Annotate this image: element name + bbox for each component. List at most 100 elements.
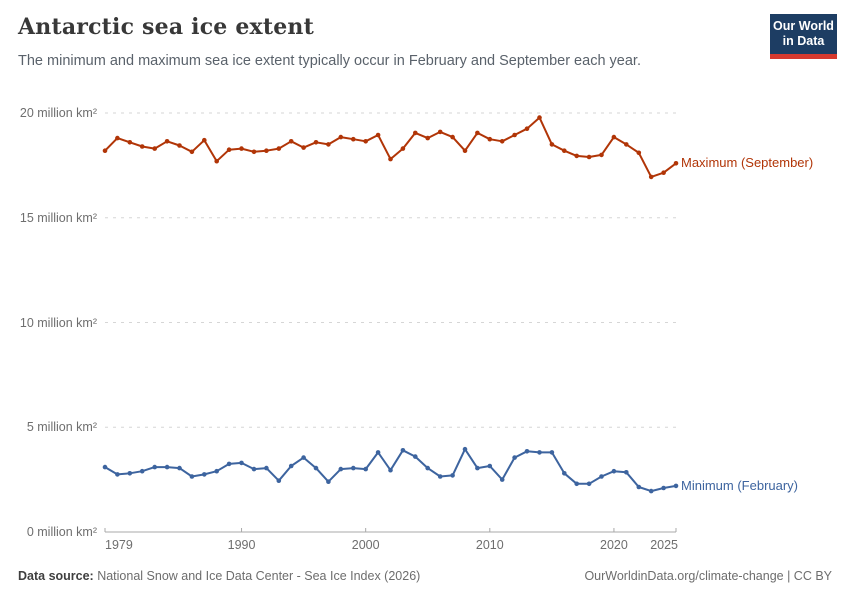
data-point-marker[interactable] [562, 148, 567, 153]
data-point-marker[interactable] [400, 146, 406, 151]
sea-ice-extent-chart[interactable]: 20 million km² 15 million km² 10 million k… [0, 95, 850, 560]
data-point-marker[interactable] [524, 449, 530, 454]
data-point-marker[interactable] [673, 161, 679, 166]
data-point-marker[interactable] [152, 146, 157, 151]
data-point-marker[interactable] [226, 147, 232, 152]
data-point-marker[interactable] [624, 142, 629, 147]
data-point-marker[interactable] [177, 465, 182, 471]
data-point-marker[interactable] [313, 465, 319, 471]
data-point-marker[interactable] [599, 152, 604, 158]
data-point-marker[interactable] [648, 174, 654, 180]
data-point-marker[interactable] [375, 132, 381, 138]
data-point-marker[interactable] [177, 143, 182, 148]
data-point-marker[interactable] [586, 154, 592, 160]
data-point-marker[interactable] [462, 446, 468, 452]
data-point-marker[interactable] [102, 148, 108, 153]
data-point-marker[interactable] [251, 466, 257, 472]
data-point-marker[interactable] [537, 450, 542, 455]
data-point-marker[interactable] [636, 484, 642, 490]
data-point-marker[interactable] [450, 134, 455, 140]
data-point-marker[interactable] [413, 454, 418, 459]
data-point-marker[interactable] [152, 464, 157, 470]
data-point-marker[interactable] [437, 129, 443, 135]
data-point-marker[interactable] [214, 468, 219, 474]
data-point-marker[interactable] [351, 465, 356, 471]
data-point-marker[interactable] [264, 148, 269, 153]
data-point-marker[interactable] [673, 483, 679, 489]
data-point-marker[interactable] [276, 146, 282, 151]
data-point-marker[interactable] [164, 139, 170, 144]
data-point-marker[interactable] [351, 136, 356, 142]
data-point-marker[interactable] [375, 450, 381, 455]
data-point-marker[interactable] [611, 468, 617, 474]
data-point-marker[interactable] [226, 461, 232, 467]
data-point-marker[interactable] [624, 470, 629, 475]
data-point-marker[interactable] [102, 464, 108, 470]
data-point-marker[interactable] [189, 149, 195, 155]
chart-canvas[interactable] [0, 95, 850, 560]
data-point-marker[interactable] [661, 485, 666, 491]
data-point-marker[interactable] [636, 150, 642, 156]
data-point-marker[interactable] [499, 477, 505, 482]
data-point-marker[interactable] [202, 472, 207, 477]
data-point-marker[interactable] [524, 126, 530, 131]
license-link[interactable]: OurWorldinData.org/climate-change | CC B… [584, 569, 832, 583]
data-point-marker[interactable] [574, 153, 579, 159]
series-label-minimum[interactable]: Minimum (February) [681, 477, 799, 493]
data-point-marker[interactable] [301, 455, 306, 460]
data-point-marker[interactable] [288, 139, 294, 144]
data-point-marker[interactable] [487, 136, 493, 142]
data-point-marker[interactable] [326, 479, 331, 485]
data-point-marker[interactable] [363, 139, 369, 144]
data-point-marker[interactable] [326, 142, 331, 147]
series-line-maximum[interactable] [104, 116, 677, 178]
data-point-marker[interactable] [115, 472, 120, 477]
data-point-marker[interactable] [537, 115, 542, 120]
data-point-marker[interactable] [574, 481, 579, 487]
data-point-marker[interactable] [549, 142, 555, 147]
data-point-marker[interactable] [475, 130, 480, 136]
data-point-marker[interactable] [288, 463, 294, 469]
data-point-marker[interactable] [512, 132, 517, 138]
data-point-marker[interactable] [239, 460, 244, 466]
data-point-marker[interactable] [189, 474, 195, 479]
data-point-marker[interactable] [127, 140, 133, 145]
data-point-marker[interactable] [599, 474, 604, 479]
owid-logo[interactable]: Our World in Data [770, 14, 837, 59]
data-point-marker[interactable] [139, 144, 145, 149]
data-point-marker[interactable] [450, 473, 455, 478]
data-point-marker[interactable] [115, 135, 120, 141]
data-point-marker[interactable] [586, 481, 592, 487]
data-point-marker[interactable] [425, 465, 431, 471]
data-point-marker[interactable] [127, 471, 133, 476]
data-point-marker[interactable] [499, 139, 505, 144]
data-point-marker[interactable] [661, 170, 666, 175]
data-point-marker[interactable] [139, 468, 145, 474]
data-point-marker[interactable] [475, 465, 480, 471]
data-point-marker[interactable] [413, 130, 418, 136]
data-point-marker[interactable] [462, 148, 468, 153]
data-point-marker[interactable] [202, 137, 207, 143]
data-point-marker[interactable] [400, 448, 406, 453]
data-point-marker[interactable] [338, 134, 344, 140]
data-point-marker[interactable] [264, 465, 269, 471]
data-point-marker[interactable] [301, 145, 306, 150]
data-point-marker[interactable] [611, 134, 617, 140]
data-point-marker[interactable] [437, 474, 443, 479]
data-point-marker[interactable] [562, 471, 567, 476]
data-point-marker[interactable] [251, 149, 257, 155]
data-point-marker[interactable] [164, 464, 170, 470]
data-point-marker[interactable] [239, 146, 244, 151]
data-point-marker[interactable] [425, 135, 431, 141]
data-point-marker[interactable] [388, 156, 393, 162]
data-point-marker[interactable] [388, 467, 393, 473]
data-point-marker[interactable] [512, 455, 517, 460]
data-point-marker[interactable] [338, 466, 344, 472]
data-point-marker[interactable] [276, 478, 282, 484]
data-point-marker[interactable] [648, 488, 654, 494]
data-point-marker[interactable] [549, 450, 555, 455]
data-point-marker[interactable] [214, 158, 219, 164]
series-label-maximum[interactable]: Maximum (September) [681, 155, 814, 171]
data-point-marker[interactable] [313, 140, 319, 145]
data-point-marker[interactable] [363, 466, 369, 472]
